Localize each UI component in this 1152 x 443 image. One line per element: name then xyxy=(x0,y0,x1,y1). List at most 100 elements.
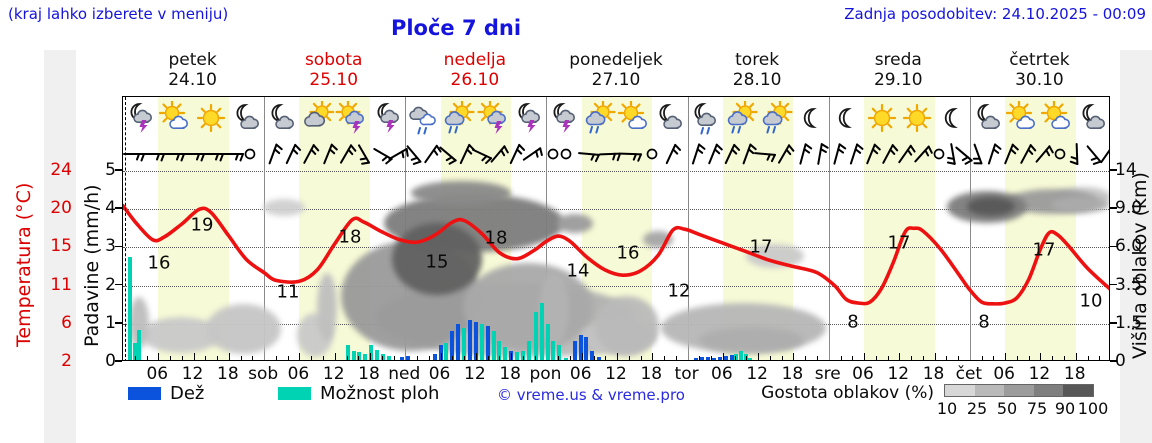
weather-icon-sun-cloud-rain xyxy=(441,99,475,135)
wind-barb xyxy=(260,141,286,167)
rain-legend-label: Dež xyxy=(170,383,205,404)
cloud-blob xyxy=(1051,196,1109,213)
temp-value-label: 18 xyxy=(484,227,508,249)
hour-tick xyxy=(464,356,466,360)
precip-bar-rain xyxy=(723,356,728,360)
wind-barb xyxy=(401,141,427,167)
cloud-blob xyxy=(699,327,804,353)
weather-icon-sun-cloud xyxy=(158,99,193,135)
wind-barb xyxy=(1013,141,1039,167)
hour-tick xyxy=(146,356,148,360)
wind-barb xyxy=(370,141,396,167)
axis-tick-left xyxy=(115,245,122,248)
axis-tick-right xyxy=(1110,322,1117,324)
precip-bar-rain xyxy=(450,331,455,360)
hour-tick xyxy=(452,356,454,360)
wind-barb xyxy=(485,141,511,167)
axis-tick-right xyxy=(1110,360,1117,362)
hour-tick xyxy=(1064,356,1065,360)
hour-tick xyxy=(299,353,301,360)
wind-barb xyxy=(790,141,816,167)
weather-icon-moon-cloud-rain xyxy=(688,101,722,135)
precip-bar-shower xyxy=(386,356,391,360)
wind-barb xyxy=(1064,141,1090,167)
cloud-blob xyxy=(967,197,1015,216)
precip-bar-rain xyxy=(456,323,461,360)
day-date: 27.10 xyxy=(591,70,641,90)
hour-tick xyxy=(323,356,324,360)
x-hour-label: 06 xyxy=(852,364,874,384)
wind-barb xyxy=(435,141,461,167)
day-date: 28.10 xyxy=(732,70,782,90)
axis-tick-right xyxy=(1110,283,1117,286)
hour-tick xyxy=(511,353,513,360)
temperature-axis-label: Temperatura (°C) xyxy=(13,182,35,347)
cloud-blob xyxy=(463,263,593,351)
hour-tick xyxy=(993,356,995,360)
x-hour-label: 18 xyxy=(781,364,804,384)
hour-tick xyxy=(628,356,630,360)
wind-barb xyxy=(700,141,726,167)
wind-barb xyxy=(734,141,760,167)
precip-bar-shower xyxy=(551,340,556,360)
day-name: četrtek xyxy=(1009,50,1070,70)
weather-icon-moon xyxy=(829,101,863,135)
day-header-sobota: sobota 25.10 xyxy=(263,50,404,92)
wind-barb-calm xyxy=(237,141,263,167)
wind-barb xyxy=(597,141,623,167)
hour-tick xyxy=(205,356,207,360)
wind-barb xyxy=(123,141,147,167)
rain-legend-swatch xyxy=(128,387,161,400)
hour-tick xyxy=(1016,356,1018,360)
copyright-link[interactable]: © vreme.us & vreme.pro xyxy=(497,386,685,404)
gridline-4 xyxy=(123,209,1109,211)
hour-tick xyxy=(734,356,736,360)
x-hour-label: 06 xyxy=(146,364,169,384)
wind-barb xyxy=(717,141,743,167)
hour-tick xyxy=(746,356,748,360)
cloud-blob xyxy=(129,297,149,349)
weather-icon-sun-cloud-rain xyxy=(759,99,793,135)
hour-tick xyxy=(769,356,771,360)
precip-tick-label: 1 xyxy=(105,312,116,333)
hour-tick xyxy=(922,356,924,360)
weather-icon-moon-cloud-lightning xyxy=(512,101,546,135)
precip-bar-shower xyxy=(533,312,538,360)
weather-icon-moon xyxy=(794,101,828,135)
precip-bar-rain xyxy=(467,319,472,360)
gradient-tick-label: 90 xyxy=(1054,399,1076,418)
wind-barb xyxy=(807,141,833,167)
x-hour-label: 12 xyxy=(605,364,627,384)
day-separator xyxy=(969,97,971,360)
wind-barb xyxy=(278,141,304,167)
hour-tick xyxy=(499,356,501,360)
precip-bar-shower xyxy=(491,331,496,360)
axis-tick-left xyxy=(115,169,122,171)
precip-bar-rain xyxy=(485,325,490,360)
wind-barb xyxy=(771,141,797,167)
precip-bar-shower xyxy=(137,329,142,360)
wind-barb xyxy=(875,141,901,167)
hour-tick xyxy=(240,356,242,360)
wind-barb-calm xyxy=(1047,141,1073,167)
x-hour-label: 06 xyxy=(287,364,310,384)
weather-icon-sun xyxy=(865,101,899,135)
precip-tick-label: 3 xyxy=(105,236,116,257)
weather-icon-moon-cloud-lightning xyxy=(124,101,158,135)
shower-legend-swatch xyxy=(278,387,311,400)
hour-tick xyxy=(252,356,254,360)
hour-tick xyxy=(899,353,901,360)
wind-barb xyxy=(658,141,684,167)
x-hour-label: 18 xyxy=(358,364,380,384)
daylight-band xyxy=(864,97,935,360)
hour-tick xyxy=(370,353,371,360)
hour-tick xyxy=(1028,356,1030,360)
hour-tick xyxy=(393,356,395,360)
hour-tick xyxy=(475,353,477,360)
precip-bar-shower xyxy=(564,358,569,360)
temp-tick-label: 20 xyxy=(50,198,72,219)
cloud-height-tick-label: 0 xyxy=(1115,351,1126,371)
wind-barb xyxy=(618,141,644,167)
x-hour-label: 12 xyxy=(746,364,768,384)
day-date: 26.10 xyxy=(450,70,500,90)
